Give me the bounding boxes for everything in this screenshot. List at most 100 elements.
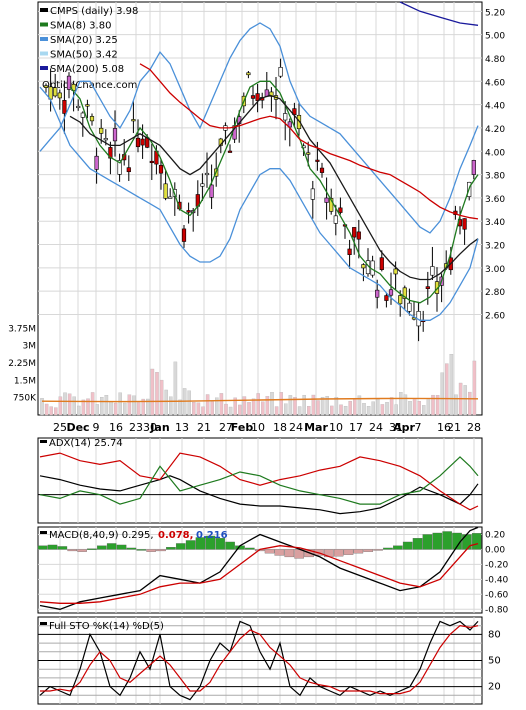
volume-bar	[40, 398, 44, 416]
volume-bar	[95, 404, 99, 416]
candle-body	[462, 218, 467, 230]
stochastic-line	[40, 625, 479, 695]
volume-bar	[242, 396, 247, 416]
volume-bar	[58, 396, 63, 416]
candle-body	[425, 286, 430, 289]
x-tick-label: 7	[415, 421, 422, 434]
macd-y-tick-label: -0.60	[485, 590, 509, 600]
candle-body	[283, 113, 288, 121]
volume-bar	[146, 398, 150, 416]
candle-body	[112, 128, 118, 142]
candle-body	[384, 295, 389, 301]
volume-bar	[284, 403, 288, 416]
legend-entry: Full STO %K(14) %D(5)	[49, 621, 164, 632]
macd-y-tick-label: -0.80	[485, 605, 509, 615]
volume-bar	[187, 390, 191, 416]
candle-body	[393, 268, 398, 275]
x-tick-label: 24	[369, 421, 383, 434]
volume-bar	[445, 363, 449, 416]
volume-panel	[40, 354, 479, 416]
price-y-tick-label: 4.60	[485, 78, 505, 88]
volume-y-tick-label: 3M	[23, 342, 37, 352]
macd-line	[39, 542, 479, 604]
price-y-tick-label: 4.20	[485, 125, 505, 135]
macd-y-tick-label: 0.20	[485, 530, 505, 540]
x-tick-label: 18	[273, 421, 287, 434]
price-y-tick-label: 3.00	[485, 265, 505, 275]
volume-bar	[113, 402, 118, 416]
candle-body	[89, 116, 95, 122]
candle-body	[347, 248, 352, 255]
volume-bar	[412, 398, 417, 416]
x-tick-label: 13	[175, 421, 189, 434]
volume-bar	[127, 394, 132, 416]
candle-body	[379, 257, 384, 270]
x-tick-label: Dec	[66, 421, 89, 434]
x-tick-label: Mar	[304, 421, 328, 434]
macd-histogram-bar	[77, 549, 87, 552]
volume-bar	[343, 405, 348, 416]
price-y-tick-label: 4.40	[485, 102, 505, 112]
volume-bar	[426, 399, 431, 416]
macd-histogram-bar	[452, 532, 462, 550]
x-tick-label: 17	[349, 421, 363, 434]
volume-average-line	[41, 397, 479, 403]
volume-bar	[320, 396, 325, 416]
volume-bar	[196, 402, 201, 416]
adx-panel-frame	[37, 437, 483, 524]
candle-body	[361, 264, 366, 269]
macd-histogram-bar	[432, 532, 443, 550]
volume-bar	[302, 394, 306, 416]
stochastic-y-tick-label: 80	[488, 629, 501, 640]
candle-body	[53, 87, 58, 97]
candle-body	[94, 155, 99, 170]
volume-bar	[210, 401, 214, 416]
volume-y-tick-label: 750K	[13, 394, 37, 404]
volume-bar	[261, 401, 265, 416]
x-tick-label: 28	[467, 421, 481, 434]
candle-body	[398, 295, 403, 305]
volume-bar	[141, 398, 145, 416]
volume-bar	[472, 360, 477, 416]
x-tick-label: Feb	[231, 421, 254, 434]
volume-bar	[86, 398, 90, 416]
candle-body	[430, 266, 435, 276]
candle-body	[85, 104, 90, 107]
volume-bar	[251, 398, 256, 416]
price-y-tick-label: 2.80	[485, 288, 505, 298]
candle-body	[402, 287, 407, 299]
macd-histogram-bar	[333, 549, 344, 557]
macd-y-tick-label: 0.00	[485, 545, 505, 555]
volume-bar	[159, 379, 164, 416]
candle-body	[356, 231, 361, 240]
legend-entry: MACD(8,40,9) 0.295,	[49, 530, 154, 541]
volume-bar	[173, 361, 178, 416]
volume-bar	[136, 402, 141, 416]
volume-bar	[293, 397, 297, 416]
candle-body	[407, 302, 412, 312]
candle-body	[352, 227, 357, 238]
candle-body	[375, 289, 380, 298]
x-tick-label: 16	[109, 421, 123, 434]
macd-histogram-bar	[284, 549, 295, 558]
bb_upper-line	[39, 22, 479, 234]
volume-bar	[104, 395, 109, 416]
candle-body	[62, 100, 67, 114]
volume-bar	[63, 392, 67, 416]
x-tick-label: 21	[447, 421, 461, 434]
volume-bar	[435, 395, 440, 416]
volume-bar	[353, 398, 357, 416]
price-y-tick-label: 5.20	[485, 8, 505, 18]
volume-bar	[288, 395, 293, 416]
x-tick-label: 25	[53, 421, 67, 434]
candle-body	[338, 207, 343, 213]
volume-bar	[169, 396, 173, 416]
legend-entry: SMA(50) 3.42	[50, 50, 118, 61]
candle-body	[99, 127, 104, 134]
sma20-line	[69, 94, 479, 281]
volume-bar	[224, 403, 228, 416]
volume-bar	[90, 392, 95, 416]
macd-histogram-bar	[383, 547, 393, 550]
price-y-tick-label: 3.20	[485, 242, 505, 252]
